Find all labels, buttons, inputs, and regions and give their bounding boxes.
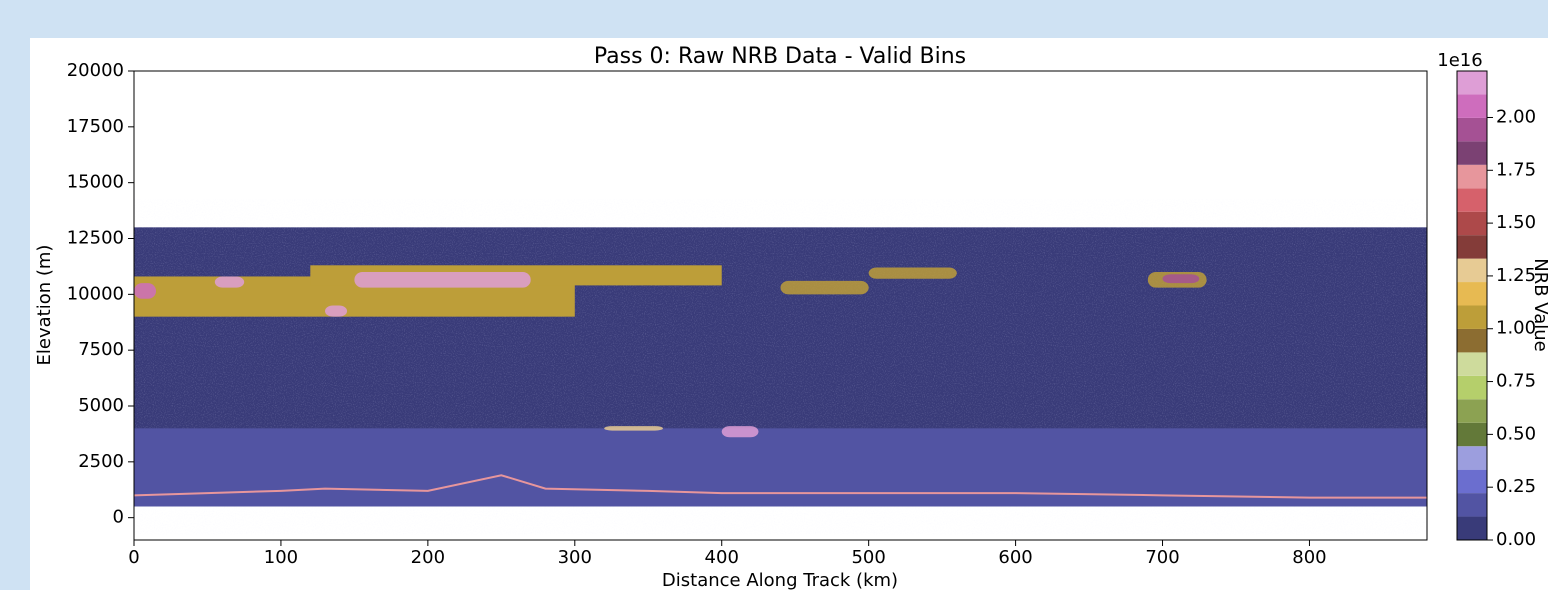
x-tick-label: 600 (998, 547, 1032, 568)
heatmap-cell (354, 272, 531, 288)
heatmap-cell (721, 426, 759, 438)
heatmap-cell (1162, 274, 1200, 284)
heatmap-cell (325, 305, 348, 317)
colorbar-tick-label: 2.00 (1496, 106, 1536, 127)
colorbar-swatch (1457, 352, 1487, 376)
x-tick-label: 400 (705, 547, 739, 568)
x-tick-label: 500 (851, 547, 885, 568)
heatmap-cell (780, 280, 869, 295)
colorbar-swatch (1457, 94, 1487, 118)
colorbar-swatch (1457, 305, 1487, 329)
heatmap-cell (868, 267, 957, 279)
y-tick-label: 7500 (78, 339, 124, 360)
colorbar-tick-label: 1.50 (1496, 212, 1536, 233)
colorbar-swatch (1457, 375, 1487, 400)
heatmap-cell (134, 428, 1427, 507)
axes: 0 100 200 300 400 500 600 700 800 0 2500 5000 7500 10… (67, 60, 1536, 568)
y-tick-label: 20000 (67, 60, 124, 81)
colorbar-swatch (1457, 516, 1487, 540)
x-tick-label: 700 (1145, 547, 1179, 568)
colorbar-swatch (1457, 422, 1487, 447)
colorbar-swatch (1457, 399, 1487, 423)
x-axis-label: Distance Along Track (km) (662, 570, 898, 590)
y-axis-label: Elevation (m) (34, 245, 55, 366)
x-tick-label: 100 (264, 547, 298, 568)
colorbar-swatch (1457, 469, 1487, 494)
colorbar-swatch (1457, 71, 1487, 95)
colorbar-tick-label: 0.50 (1496, 423, 1536, 444)
heatmap-cell (134, 283, 157, 299)
colorbar-tick-label: 1.75 (1496, 159, 1536, 180)
plot-area (134, 227, 1427, 507)
colorbar-tick-label: 0.75 (1496, 371, 1536, 392)
colorbar-swatch (1457, 164, 1487, 189)
colorbar-swatch (1457, 235, 1487, 259)
y-tick-label: 0 (113, 507, 124, 528)
colorbar-tick-label: 0.00 (1496, 529, 1536, 550)
colorbar-swatch (1457, 117, 1487, 142)
colorbar-swatch (1457, 211, 1487, 236)
x-tick-label: 800 (1292, 547, 1326, 568)
y-tick-label: 15000 (67, 172, 124, 193)
colorbar-label: NRB Value (1530, 258, 1548, 351)
colorbar-swatch (1457, 446, 1487, 470)
colorbar-tick-label: 1.00 (1496, 318, 1536, 339)
colorbar-offset: 1e16 (1437, 50, 1482, 71)
y-tick-label: 2500 (78, 451, 124, 472)
colorbar-swatch (1457, 188, 1487, 212)
colorbar-swatch (1457, 328, 1487, 353)
y-tick-label: 10000 (67, 283, 124, 304)
colorbar-swatch (1457, 282, 1487, 306)
colorbar-swatch (1457, 493, 1487, 517)
x-tick-label: 200 (411, 547, 445, 568)
colorbar-frame (1456, 70, 1488, 541)
chart-title: Pass 0: Raw NRB Data - Valid Bins (594, 44, 966, 69)
x-tick-label: 300 (558, 547, 592, 568)
y-tick-label: 12500 (67, 228, 124, 249)
y-tick-label: 5000 (78, 395, 124, 416)
colorbar-swatch (1457, 141, 1487, 165)
heatmap-cell (214, 276, 245, 288)
y-tick-label: 17500 (67, 116, 124, 137)
colorbar-tick-label: 1.25 (1496, 265, 1536, 286)
surface-line (134, 474, 1427, 499)
plot-frame (133, 70, 1428, 541)
x-tick-label: 0 (128, 547, 139, 568)
colorbar-swatch (1457, 258, 1487, 283)
colorbar-tick-label: 0.25 (1496, 476, 1536, 497)
heatmap-cell (604, 426, 663, 431)
